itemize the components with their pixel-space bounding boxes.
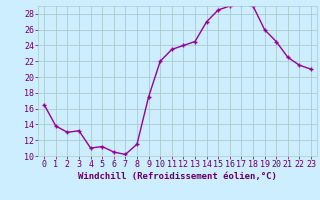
X-axis label: Windchill (Refroidissement éolien,°C): Windchill (Refroidissement éolien,°C)	[78, 172, 277, 181]
